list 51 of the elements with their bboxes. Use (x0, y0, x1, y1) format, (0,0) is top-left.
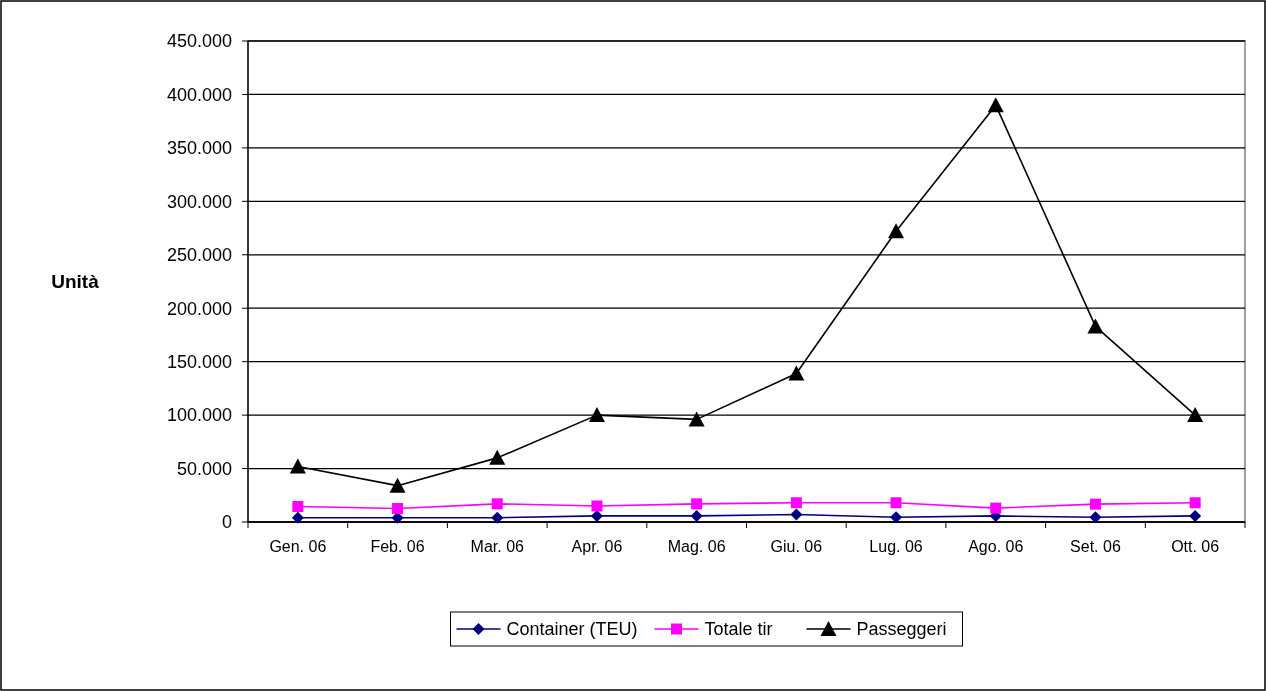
y-tick-label: 350.000 (166, 138, 232, 159)
y-tick-label: 200.000 (166, 298, 232, 319)
point (389, 477, 406, 493)
point (291, 511, 304, 524)
y-tick-label: 450.000 (166, 31, 232, 52)
point (990, 502, 1002, 514)
point (588, 407, 605, 423)
y-tick-label: 400.000 (166, 84, 232, 105)
y-tick-label: 300.000 (166, 191, 232, 212)
legend-label: Passeggeri (856, 619, 947, 640)
point (491, 511, 504, 524)
x-tick-label: Mag. 06 (667, 538, 726, 555)
point (1089, 498, 1101, 510)
y-tick-label: 0 (221, 512, 232, 533)
x-tick-label: Lug. 06 (869, 538, 923, 555)
point (489, 449, 506, 465)
point (890, 497, 902, 509)
point (1187, 407, 1204, 423)
x-tick-label: Giu. 06 (770, 538, 823, 555)
point (1189, 509, 1202, 522)
legend-label: Container (TEU) (506, 619, 638, 640)
point (392, 503, 404, 515)
x-tick-label: Set. 06 (1070, 538, 1121, 555)
x-tick-label: Gen. 06 (269, 538, 327, 555)
legend-label: Totale tir (704, 619, 773, 640)
point (292, 501, 304, 512)
point (690, 509, 703, 522)
y-tick-label: 150.000 (166, 351, 232, 372)
y-tick-label: 100.000 (166, 405, 232, 426)
y-tick-label: 50.000 (176, 458, 232, 479)
x-tick-label: Ott. 06 (1171, 538, 1220, 555)
point (790, 497, 802, 509)
x-tick-label: Feb. 06 (370, 538, 425, 555)
y-axis-title: Unità (51, 271, 100, 293)
x-tick-label: Ago. 06 (968, 538, 1024, 555)
point (788, 365, 805, 381)
point (888, 223, 905, 239)
point (1087, 318, 1104, 334)
point (491, 498, 503, 510)
point (1189, 497, 1201, 509)
point (987, 97, 1004, 113)
point (1089, 511, 1102, 524)
y-tick-label: 250.000 (166, 245, 232, 266)
x-tick-label: Mar. 06 (470, 538, 525, 555)
x-tick-label: Apr. 06 (571, 538, 623, 555)
point (591, 500, 603, 512)
point (688, 411, 705, 427)
point (890, 511, 903, 524)
point (691, 498, 703, 510)
point (289, 458, 306, 474)
point (790, 508, 803, 521)
